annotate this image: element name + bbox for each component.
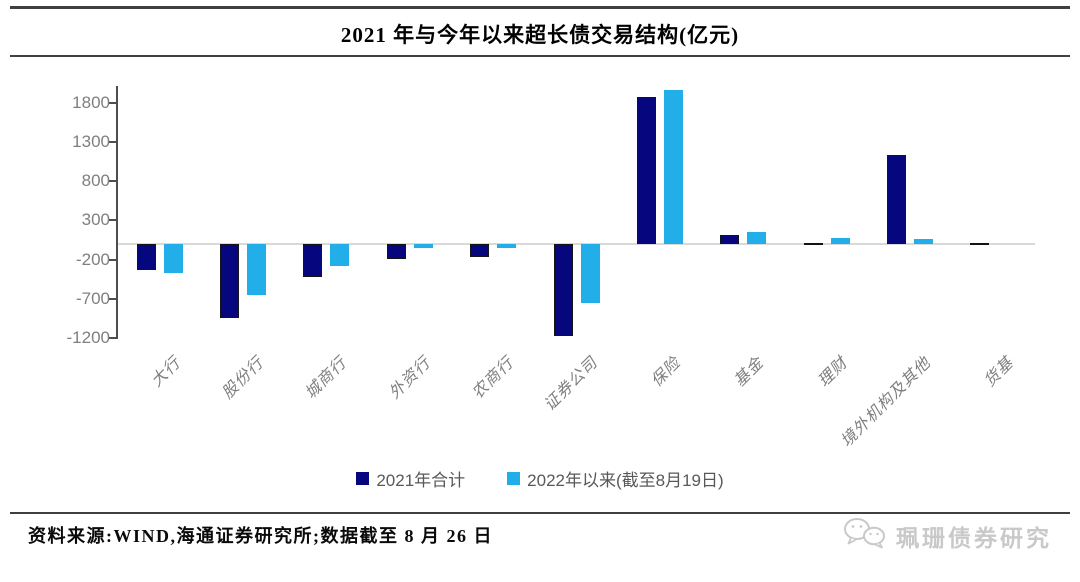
wechat-chat-bubbles-icon [842,516,888,555]
bar-series0-农商行 [470,244,490,258]
y-axis-tick [109,337,116,340]
bar-series1-大行 [163,244,183,274]
bar-series0-大行 [136,244,156,270]
bar-series0-城商行 [303,244,323,277]
legend-swatch-icon [356,472,370,485]
y-axis-tick-label: 1800 [72,92,110,112]
bar-series1-境外机构及其他 [913,239,933,244]
bar-chart: 1800 1300 800 300 -200 -700 -1200 大行 股份行 城商行 外资行 农商… [66,86,1035,450]
bar-series1-外资行 [413,244,433,248]
y-axis-tick [109,141,116,144]
legend-item-series0: 2021年合计 [356,466,465,491]
bar-series0-保险 [636,97,656,244]
bar-series1-股份行 [247,244,267,295]
chart-legend: 2021年合计 2022年以来(截至8月19日) [0,466,1080,491]
bar-series1-基金 [747,231,767,244]
legend-swatch-icon [507,472,521,485]
bar-series0-货基 [970,243,990,246]
bar-series1-农商行 [497,244,517,249]
bar-series1-证券公司 [580,244,600,303]
legend-label: 2022年以来(截至8月19日) [527,471,724,490]
y-axis-tick-label: -200 [75,249,110,269]
top-rule [10,6,1070,9]
y-axis-line [116,86,118,339]
watermark-text: 珮珊债券研究 [896,525,1052,551]
bar-series0-证券公司 [553,244,573,336]
y-axis-tick-label: 1300 [72,132,110,152]
title-underline-rule [10,55,1070,57]
y-axis-tick [109,180,116,183]
y-axis-tick [109,219,116,222]
bar-series0-股份行 [220,244,240,319]
watermark: 珮珊债券研究 [842,516,1052,555]
chart-title: 2021 年与今年以来超长债交易结构(亿元) [340,23,740,47]
bar-series1-保险 [663,89,683,244]
bar-series0-外资行 [386,244,406,259]
source-note: 资料来源:WIND,海通证券研究所;数据截至 8 月 26 日 [28,526,493,546]
legend-item-series1: 2022年以来(截至8月19日) [507,466,724,491]
y-axis-tick [109,101,116,104]
bar-series0-理财 [803,243,823,246]
y-axis-tick [109,258,116,261]
y-axis-tick-label: 800 [81,171,110,191]
bar-series0-基金 [720,234,740,244]
bar-series1-理财 [830,238,850,244]
bar-series1-城商行 [330,244,350,266]
bar-series0-境外机构及其他 [886,155,906,244]
footer-rule [10,512,1070,514]
legend-label: 2021年合计 [376,471,466,490]
y-axis-tick [109,297,116,300]
y-axis-tick-label: 300 [81,210,110,230]
y-axis-tick-label: -1200 [66,328,110,348]
zero-gridline [118,243,1035,245]
y-axis-tick-label: -700 [75,288,110,308]
